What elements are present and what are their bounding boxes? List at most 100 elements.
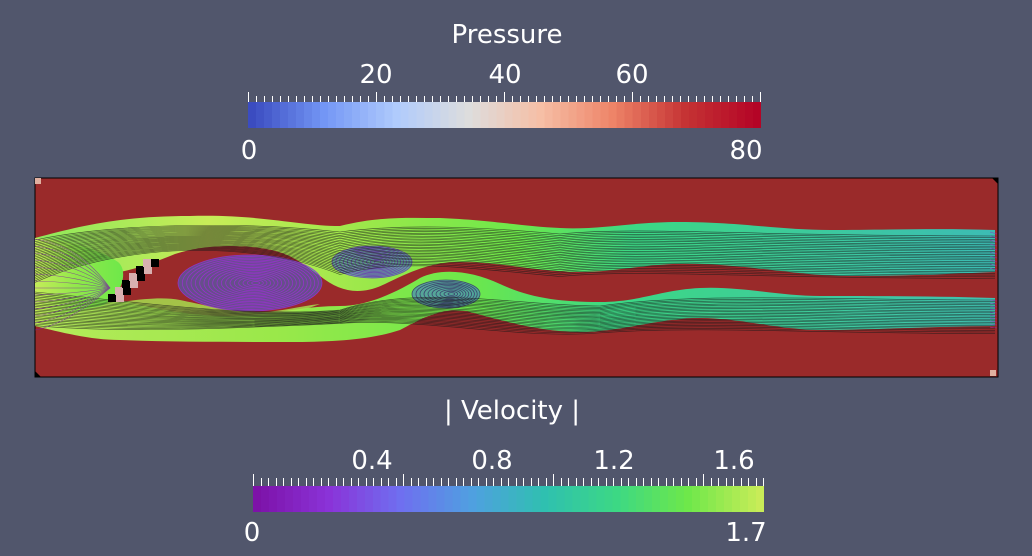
colorbar-tick [313,478,314,486]
colorbar-tick [424,96,425,104]
colorbar-tick [665,478,667,486]
streamline [34,245,996,275]
streamline [34,318,996,329]
streamline [34,307,996,320]
outlet-marker [989,259,998,263]
colorbar-tick [408,96,409,104]
outlet-marker [989,235,998,239]
colorbar-tick [650,478,652,486]
colorbar-tick [725,478,727,486]
pressure-tick-label: 60 [615,60,649,90]
primary-vortex-ring [216,268,290,298]
colorbar-tick [696,96,697,104]
streamline [34,240,996,266]
pressure-legend-title: Pressure [451,20,563,50]
streamline [34,266,111,289]
colorbar-tick [320,96,321,104]
streamline [34,248,996,280]
colorbar-tick [395,478,397,486]
colorbar-tick [680,96,681,104]
colorbar-tick [712,96,713,104]
colorbar-tick [576,96,577,104]
corner-marker [35,178,41,184]
colorbar-tick [358,478,359,486]
colorbar-tick [763,478,764,486]
streamline [34,235,996,259]
pressure-range-min: 0 [240,136,258,166]
pressure-tick-marks [248,92,761,104]
streamline [34,287,111,296]
colorbar-tick [253,474,254,486]
colorbar-tick [605,478,607,486]
streamline [34,320,996,332]
tertiary-vortex-ring [427,285,470,303]
colorbar-tick [305,478,307,486]
streamline [34,287,111,303]
primary-vortex-ring [207,265,297,301]
velocity-colorbar [253,486,764,512]
colorbar-tick [688,96,689,104]
streamline [34,227,996,246]
outlet-marker [989,308,998,311]
streamline [34,250,996,283]
colorbar-tick [544,96,545,104]
colorbar-tick [628,478,629,486]
outlet-marker [989,239,998,243]
colorbar-tick [508,478,509,486]
colorbar-tick [744,96,745,104]
colorbar-tick [656,96,657,104]
colorbar-tick [664,96,665,104]
colorbar-tick [584,96,585,104]
colorbar-tick [256,96,257,104]
streamline [34,280,111,289]
colorbar-tick [583,478,584,486]
colorbar-tick [272,96,273,104]
streamline [34,228,996,248]
streamline [34,244,996,273]
outlet-marker [989,255,998,259]
streamline [34,224,996,241]
colorbar-tick [643,478,644,486]
colorbar-tick [710,478,712,486]
streamline [34,310,996,323]
streamline [34,238,996,263]
pressure-range-max: 80 [729,136,763,166]
velocity-tick-label: 0.8 [471,446,513,476]
primary-vortex-ring [190,259,312,307]
primary-vortex-ring [186,257,316,309]
colorbar-tick [500,478,502,486]
colorbar-tick [290,478,292,486]
streamline [34,322,996,335]
colorbar-tick [448,96,449,104]
colorbar-tick [296,96,297,104]
streamline [34,317,996,328]
streamline [34,291,996,313]
colorbar-tick [288,96,289,104]
streamline [34,229,996,249]
colorbar-tick [344,96,345,104]
colorbar-tick [403,474,404,486]
tertiary-vortex-ring [423,283,472,305]
colorbar-tick [472,96,473,104]
corner-marker [992,178,998,184]
colorbar-tick [392,96,393,104]
colorbar-tick [575,478,577,486]
streamline [34,287,111,317]
streamline [34,309,996,321]
colorbar-tick [350,478,352,486]
outlet-marker [989,314,998,317]
streamline [34,249,996,282]
colorbar-tick [410,478,412,486]
colorbar-tick [373,478,374,486]
outlet-marker [989,326,998,329]
outlet-marker [989,320,998,323]
colorbar-tick [264,96,265,104]
obstacle-cell [151,259,159,267]
colorbar-tick [432,96,433,104]
velocity-tick-label: 1.6 [713,446,755,476]
colorbar-tick [440,96,441,104]
colorbar-tick [688,478,689,486]
streamline [34,298,996,315]
colorbar-tick [464,96,465,104]
